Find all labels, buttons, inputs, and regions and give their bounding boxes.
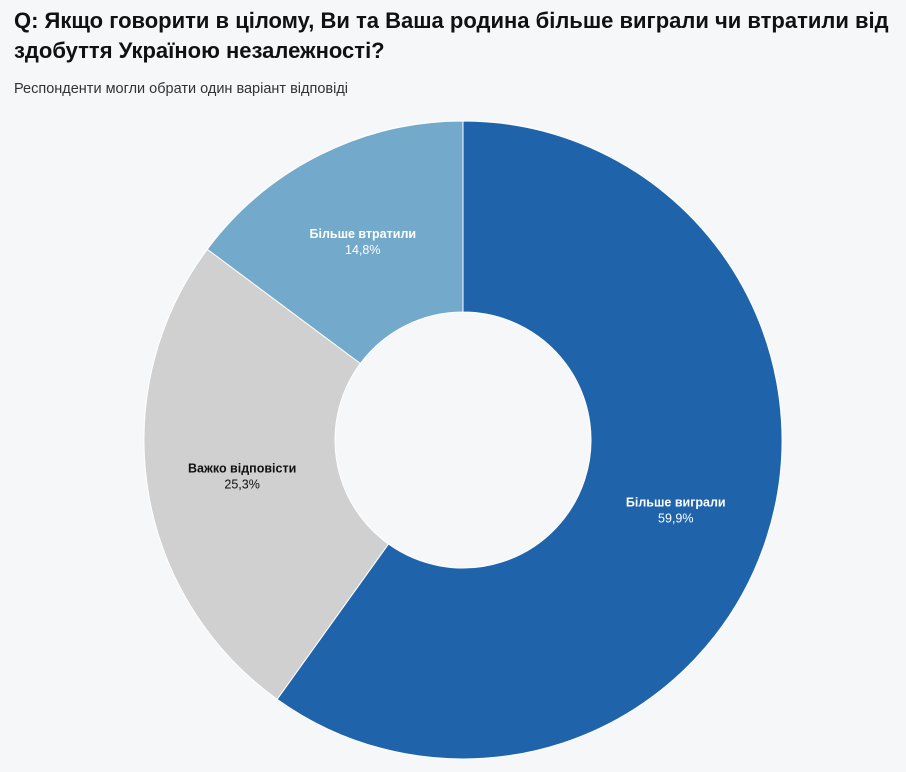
chart-title: Q: Якщо говорити в цілому, Ви та Ваша ро… — [14, 8, 889, 63]
donut-slice-3[interactable] — [206, 120, 464, 365]
donut-slices — [143, 120, 783, 760]
slice-value: 25,3% — [224, 477, 259, 491]
slice-value: 14,8% — [345, 243, 380, 257]
slice-value: 59,9% — [658, 511, 693, 525]
donut-slice-label-1: Більше виграли 59,9% — [626, 495, 726, 525]
donut-slice-2[interactable] — [143, 248, 390, 700]
slice-name: Більше втратили — [309, 227, 416, 241]
donut-slice-1[interactable] — [276, 120, 783, 760]
donut-slice-label-3: Більше втратили 14,8% — [309, 227, 416, 257]
donut-labels: Більше виграли 59,9% Важко відповісти 25,3%… — [188, 227, 726, 525]
slice-name: Важко відповісти — [188, 461, 296, 475]
chart-subtitle: Респонденти могли обрати один варіант ві… — [14, 81, 348, 97]
slice-name: Більше виграли — [626, 495, 726, 509]
donut-slice-label-2: Важко відповісти 25,3% — [188, 461, 296, 491]
